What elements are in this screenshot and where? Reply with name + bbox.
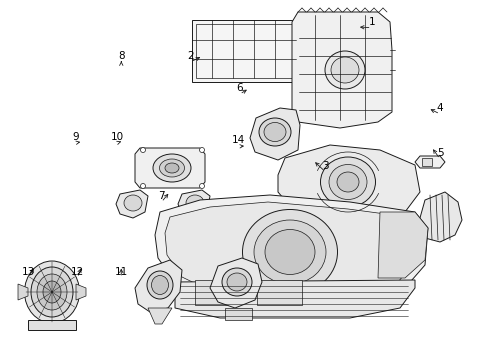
Ellipse shape	[330, 57, 358, 83]
Ellipse shape	[264, 230, 314, 275]
Text: 9: 9	[72, 132, 79, 142]
Text: 6: 6	[236, 83, 243, 93]
Ellipse shape	[242, 210, 337, 294]
Polygon shape	[175, 280, 414, 318]
Ellipse shape	[345, 179, 390, 217]
Text: 3: 3	[321, 161, 328, 171]
Ellipse shape	[199, 184, 204, 189]
Polygon shape	[135, 260, 182, 312]
Ellipse shape	[351, 185, 383, 211]
Polygon shape	[249, 108, 299, 160]
Polygon shape	[164, 202, 417, 300]
Ellipse shape	[140, 184, 145, 189]
Ellipse shape	[159, 159, 184, 177]
Text: 11: 11	[114, 267, 128, 277]
Text: 14: 14	[231, 135, 245, 145]
Ellipse shape	[259, 118, 290, 146]
Polygon shape	[257, 280, 302, 305]
Text: 7: 7	[158, 191, 164, 201]
Text: 2: 2	[187, 51, 194, 61]
Ellipse shape	[31, 267, 73, 317]
Polygon shape	[421, 158, 431, 166]
Ellipse shape	[43, 281, 61, 303]
Ellipse shape	[336, 172, 398, 224]
Ellipse shape	[185, 195, 203, 211]
Polygon shape	[192, 20, 295, 82]
Polygon shape	[291, 12, 391, 128]
Ellipse shape	[153, 154, 191, 182]
Polygon shape	[135, 148, 204, 188]
Text: 4: 4	[436, 103, 443, 113]
Polygon shape	[414, 156, 444, 168]
Ellipse shape	[320, 157, 375, 207]
Ellipse shape	[151, 275, 168, 294]
Ellipse shape	[147, 271, 173, 299]
Ellipse shape	[226, 273, 246, 291]
Ellipse shape	[328, 165, 366, 199]
Ellipse shape	[222, 268, 251, 296]
Polygon shape	[76, 284, 86, 300]
Text: 1: 1	[367, 17, 374, 27]
Ellipse shape	[124, 195, 142, 211]
Polygon shape	[195, 280, 240, 305]
Ellipse shape	[253, 220, 325, 284]
Ellipse shape	[325, 51, 364, 89]
Ellipse shape	[37, 274, 67, 310]
Polygon shape	[224, 308, 251, 320]
Polygon shape	[417, 192, 461, 242]
Ellipse shape	[164, 163, 179, 173]
Ellipse shape	[24, 261, 80, 323]
Polygon shape	[18, 284, 28, 300]
Polygon shape	[209, 258, 262, 308]
Polygon shape	[278, 145, 419, 222]
Text: 12: 12	[70, 267, 84, 277]
Polygon shape	[155, 195, 427, 308]
Text: 5: 5	[436, 148, 443, 158]
Ellipse shape	[199, 148, 204, 153]
Ellipse shape	[140, 148, 145, 153]
Polygon shape	[377, 212, 427, 278]
Ellipse shape	[264, 122, 285, 141]
Text: 8: 8	[118, 51, 124, 61]
Polygon shape	[148, 308, 172, 324]
Text: 13: 13	[21, 267, 35, 277]
Ellipse shape	[336, 172, 358, 192]
Text: 10: 10	[111, 132, 123, 142]
Polygon shape	[178, 190, 209, 218]
Polygon shape	[28, 320, 76, 330]
Polygon shape	[116, 190, 148, 218]
